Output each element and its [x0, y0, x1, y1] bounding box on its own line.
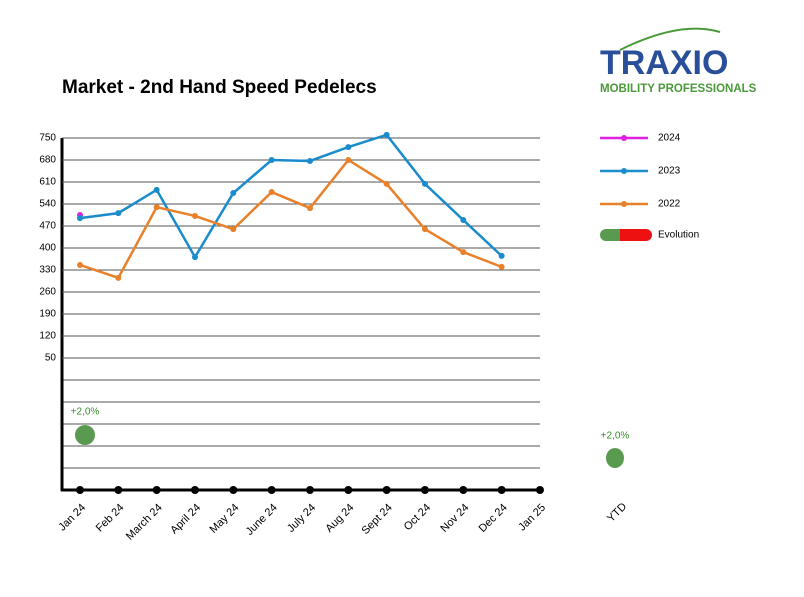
y-tick-label: 400 [39, 243, 56, 254]
y-tick-label: 470 [39, 221, 56, 232]
legend-label: 2023 [658, 166, 681, 177]
data-point [306, 157, 313, 164]
x-tick [305, 486, 314, 494]
ytd-label: +2,0% [601, 431, 630, 442]
data-point [498, 252, 505, 259]
logo-name: TRAXIO [600, 44, 728, 82]
x-tick-label: June 24 [244, 502, 280, 538]
logo-swoosh [619, 27, 721, 51]
series-line [79, 133, 503, 260]
data-point [153, 204, 160, 211]
x-tick-label: Oct 24 [402, 502, 433, 533]
x-tick-label: Dec 24 [477, 502, 510, 535]
x-tick [535, 486, 544, 494]
logo-tagline: MOBILITY PROFESSIONALS [600, 83, 757, 95]
y-tick-label: 260 [39, 287, 56, 298]
x-tick-label: Sept 24 [360, 502, 395, 537]
legend-evolution-green [600, 229, 626, 241]
x-tick [190, 486, 199, 494]
x-tick-label: Aug 24 [323, 502, 356, 535]
x-tick [152, 486, 161, 494]
y-tick-label: 190 [39, 309, 56, 320]
legend-evolution-red [620, 229, 630, 241]
data-point [230, 190, 237, 196]
y-tick-label: 330 [39, 265, 56, 276]
x-tick [382, 486, 391, 494]
extra-grid [62, 379, 540, 469]
x-tick [229, 486, 238, 494]
data-point [191, 254, 198, 261]
data-point [421, 226, 428, 233]
ytd-category: YTD [605, 501, 629, 525]
data-point [306, 205, 313, 212]
series-line [79, 158, 503, 280]
x-tick-label: May 24 [207, 502, 241, 536]
y-tick-label: 680 [39, 155, 56, 166]
data-point [383, 131, 390, 138]
legend-dot [621, 135, 627, 141]
data-point [77, 261, 83, 268]
data-point [153, 186, 160, 193]
x-tick [114, 486, 123, 494]
y-tick-label: 50 [45, 353, 57, 364]
legend-dot [621, 168, 627, 174]
y-tick-label: 540 [39, 199, 56, 210]
data-point [460, 217, 467, 224]
ytd-marker [606, 448, 624, 468]
evolution-label: +2,0% [71, 407, 100, 418]
data-point [268, 157, 275, 163]
x-tick-label: Nov 24 [438, 502, 471, 535]
data-point [230, 226, 237, 233]
data-point [268, 189, 275, 196]
data-point [77, 215, 83, 222]
x-tick-label: July 24 [285, 502, 318, 535]
legend-dot [621, 201, 627, 207]
x-tick [267, 486, 276, 494]
x-tick [344, 486, 353, 494]
x-tick-label: Jan 24 [56, 502, 88, 534]
data-point [115, 210, 122, 217]
x-tick-label: April 24 [168, 502, 203, 537]
x-tick [420, 486, 429, 494]
legend-label: 2022 [658, 199, 681, 210]
x-tick [497, 486, 506, 494]
data-point [421, 180, 428, 187]
data-point [498, 263, 505, 270]
data-point [345, 144, 352, 151]
y-tick-label: 120 [39, 331, 56, 342]
data-point [115, 274, 122, 281]
data-point [460, 249, 467, 256]
chart-title: Market - 2nd Hand Speed Pedelecs [62, 77, 377, 98]
legend-label: 2024 [658, 133, 681, 144]
x-tick-label: Feb 24 [94, 502, 127, 535]
evolution-marker [75, 425, 95, 445]
legend-label: Evolution [658, 230, 699, 241]
data-point [191, 212, 198, 219]
logo: TRAXIO MOBILITY PROFESSIONALS [600, 27, 757, 95]
y-tick-label: 610 [39, 177, 56, 188]
x-tick-label: Jan 25 [516, 502, 548, 534]
data-point [383, 180, 390, 187]
data-point [345, 157, 352, 163]
x-tick [459, 486, 468, 494]
x-tick-label: March 24 [124, 502, 165, 543]
y-tick-label: 750 [39, 133, 56, 144]
x-tick [76, 486, 84, 494]
